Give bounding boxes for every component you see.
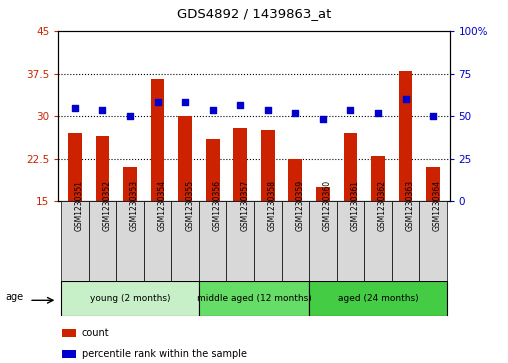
Point [126, 113, 134, 119]
Bar [144, 201, 171, 281]
Bar [254, 201, 281, 281]
Bar [309, 281, 447, 316]
Text: GDS4892 / 1439863_at: GDS4892 / 1439863_at [177, 7, 331, 20]
Bar [61, 201, 89, 281]
Text: GSM1230351: GSM1230351 [75, 180, 84, 231]
Point [99, 107, 107, 113]
Bar [392, 201, 419, 281]
Text: percentile rank within the sample: percentile rank within the sample [82, 349, 247, 359]
Text: GSM1230358: GSM1230358 [268, 180, 277, 231]
Bar [89, 201, 116, 281]
Bar [178, 116, 192, 201]
Bar [199, 201, 227, 281]
Bar [123, 167, 137, 201]
Bar [151, 79, 165, 201]
Point [264, 107, 272, 113]
Text: GSM1230362: GSM1230362 [378, 180, 387, 231]
Bar [171, 201, 199, 281]
Point [181, 99, 189, 105]
Point [374, 110, 382, 116]
Point [429, 113, 437, 119]
Bar [426, 167, 440, 201]
Text: GSM1230352: GSM1230352 [103, 180, 111, 231]
Bar [62, 329, 76, 337]
Text: GSM1230355: GSM1230355 [185, 180, 194, 231]
Bar [289, 159, 302, 201]
Bar [116, 201, 144, 281]
Text: GSM1230354: GSM1230354 [157, 180, 167, 231]
Text: GSM1230356: GSM1230356 [213, 180, 221, 231]
Point [319, 116, 327, 122]
Bar [371, 156, 385, 201]
Bar [96, 136, 109, 201]
Bar [343, 133, 357, 201]
Text: GSM1230361: GSM1230361 [351, 180, 360, 231]
Text: GSM1230357: GSM1230357 [240, 180, 249, 231]
Text: aged (24 months): aged (24 months) [338, 294, 418, 303]
Bar [261, 130, 275, 201]
Text: GSM1230359: GSM1230359 [295, 180, 304, 231]
Text: young (2 months): young (2 months) [90, 294, 170, 303]
Bar [399, 71, 412, 201]
Bar [227, 201, 254, 281]
Text: GSM1230360: GSM1230360 [323, 180, 332, 231]
Point [71, 105, 79, 110]
Point [236, 102, 244, 108]
Bar [364, 201, 392, 281]
Bar [233, 127, 247, 201]
Point [291, 110, 299, 116]
Point [401, 96, 409, 102]
Text: middle aged (12 months): middle aged (12 months) [197, 294, 311, 303]
Text: age: age [5, 292, 23, 302]
Bar [419, 201, 447, 281]
Point [209, 107, 217, 113]
Bar [61, 281, 199, 316]
Text: GSM1230363: GSM1230363 [405, 180, 415, 231]
Bar [68, 133, 82, 201]
Bar [62, 350, 76, 358]
Point [153, 99, 162, 105]
Bar [337, 201, 364, 281]
Bar [281, 201, 309, 281]
Bar [309, 201, 337, 281]
Point [346, 107, 355, 113]
Text: GSM1230364: GSM1230364 [433, 180, 442, 231]
Text: GSM1230353: GSM1230353 [130, 180, 139, 231]
Text: count: count [82, 328, 110, 338]
Bar [206, 139, 219, 201]
Bar [199, 281, 309, 316]
Bar [316, 187, 330, 201]
